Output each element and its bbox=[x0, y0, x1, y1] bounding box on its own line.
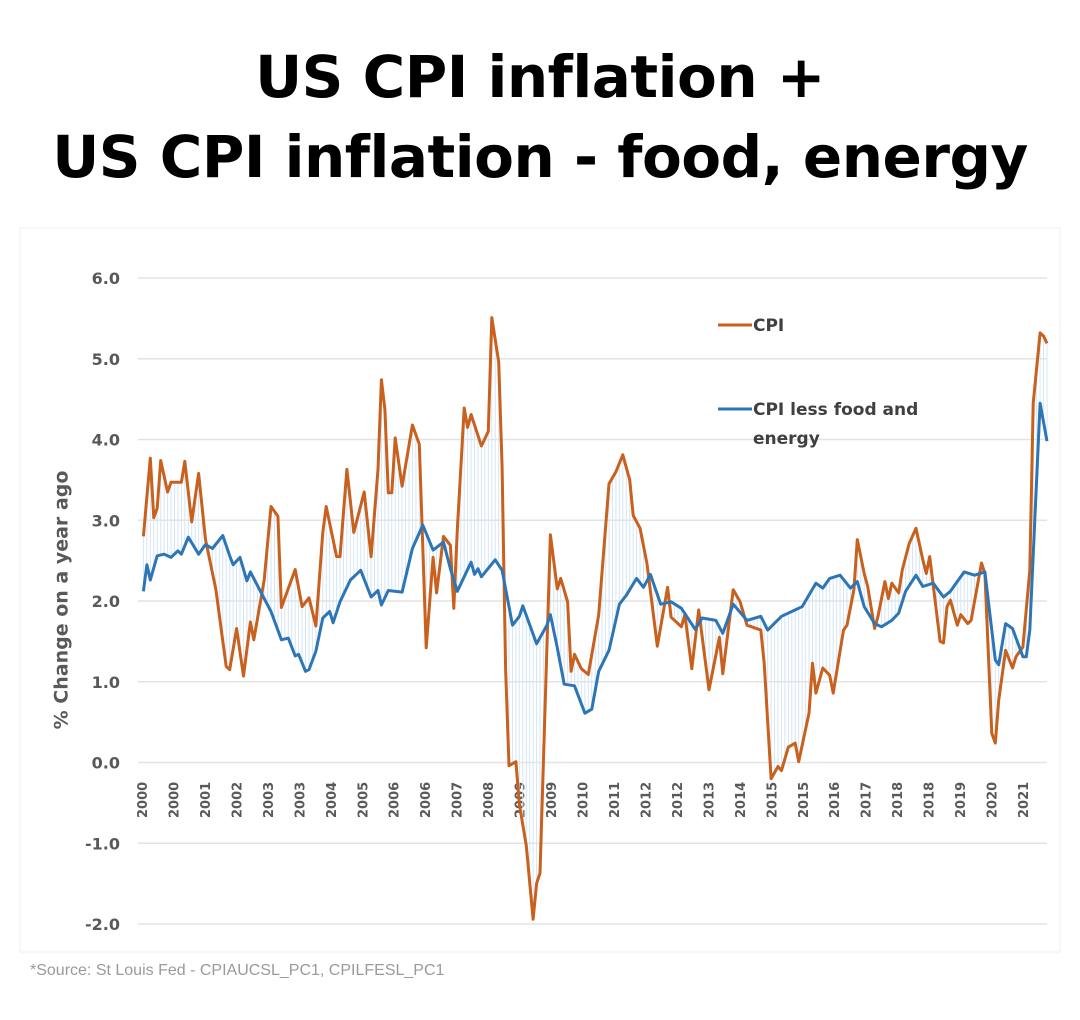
x-tick-label: 2020 bbox=[986, 782, 1001, 818]
x-tick-label: 2017 bbox=[860, 782, 875, 818]
x-tick-label: 2018 bbox=[891, 782, 906, 818]
x-tick-label: 2005 bbox=[356, 782, 371, 818]
x-tick-label: 2013 bbox=[702, 782, 717, 818]
x-tick-label: 2004 bbox=[325, 782, 340, 818]
x-tick-label: 2015 bbox=[797, 782, 812, 818]
legend: CPI CPI less food and energy bbox=[718, 316, 918, 449]
x-axis-ticks: 2000 2000 2001 2002 2003 2003 2004 2005 2006 2006… bbox=[136, 782, 1032, 818]
y-tick-label: -1.0 bbox=[85, 834, 120, 853]
x-tick-label: 2006 bbox=[388, 782, 403, 818]
y-tick-label: 0.0 bbox=[92, 754, 120, 773]
series-lines bbox=[141, 316, 1049, 921]
x-tick-label: 2010 bbox=[577, 782, 592, 818]
x-tick-label: 2000 bbox=[136, 782, 151, 818]
y-tick-label: 5.0 bbox=[92, 350, 120, 369]
legend-label-core-cpi-line2: energy bbox=[753, 429, 820, 449]
x-tick-label: 2018 bbox=[923, 782, 938, 818]
x-tick-label: 2006 bbox=[419, 782, 434, 818]
chart-frame bbox=[19, 227, 1061, 953]
legend-label-cpi: CPI bbox=[753, 316, 784, 336]
x-tick-label: 2014 bbox=[734, 782, 749, 818]
x-tick-label: 2015 bbox=[765, 782, 780, 818]
x-tick-label: 2003 bbox=[293, 782, 308, 818]
y-tick-label: 2.0 bbox=[92, 592, 120, 611]
x-tick-label: 2007 bbox=[451, 782, 466, 818]
x-tick-label: 2012 bbox=[671, 782, 686, 818]
y-tick-label: 3.0 bbox=[92, 511, 120, 530]
y-tick-label: -2.0 bbox=[85, 915, 120, 934]
y-axis-label: % Change on a year ago bbox=[51, 471, 73, 730]
x-tick-label: 2021 bbox=[1017, 782, 1032, 818]
y-tick-label: 1.0 bbox=[92, 673, 120, 692]
y-tick-label: 6.0 bbox=[92, 269, 120, 288]
x-tick-label: 2008 bbox=[482, 782, 497, 818]
x-tick-label: 2003 bbox=[262, 782, 277, 818]
x-tick-label: 2019 bbox=[954, 782, 969, 818]
x-tick-label: 2000 bbox=[167, 782, 182, 818]
x-tick-label: 2011 bbox=[608, 782, 623, 818]
x-tick-label: 2016 bbox=[828, 782, 843, 818]
series-line-core-cpi bbox=[141, 401, 1049, 715]
series-line-cpi bbox=[141, 316, 1049, 921]
source-note: *Source: St Louis Fed - CPIAUCSL_PC1, CP… bbox=[30, 962, 445, 979]
y-tick-label: 4.0 bbox=[92, 431, 120, 450]
x-tick-label: 2009 bbox=[545, 782, 560, 818]
legend-label-core-cpi-line1: CPI less food and bbox=[753, 400, 918, 420]
gridlines bbox=[138, 277, 1047, 925]
x-tick-label: 2002 bbox=[230, 782, 245, 818]
chart-title-line-2: US CPI inflation - food, energy bbox=[52, 123, 1028, 191]
chart-title-line-1: US CPI inflation + bbox=[255, 43, 825, 111]
x-tick-label: 2001 bbox=[199, 782, 214, 818]
x-tick-label: 2012 bbox=[639, 782, 654, 818]
y-axis-ticks: 6.0 5.0 4.0 3.0 2.0 1.0 0.0 -1.0 -2.0 bbox=[85, 269, 120, 934]
